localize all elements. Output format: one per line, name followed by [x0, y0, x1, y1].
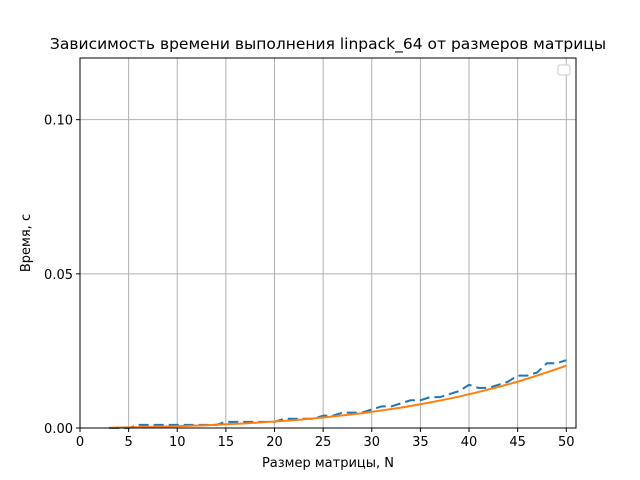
- x-tick-label: 45: [509, 435, 526, 450]
- y-tick-label: 0.00: [44, 422, 73, 437]
- x-tick-label: 35: [412, 435, 429, 450]
- x-tick-label: 10: [169, 435, 186, 450]
- x-tick-label: 15: [218, 435, 235, 450]
- x-tick-label: 5: [124, 435, 132, 450]
- x-tick-label: 25: [315, 435, 332, 450]
- y-axis-label: Время, с: [19, 214, 34, 272]
- grid-layer: [79, 58, 576, 429]
- tick-layer: 0 5 10 15 20 25 30 35 40 45 50 0.00 0.05 0.10: [44, 114, 575, 450]
- legend-box: [557, 64, 571, 76]
- plot-area-frame: [79, 57, 577, 429]
- y-tick-label: 0.05: [44, 268, 73, 283]
- x-tick-label: 20: [266, 435, 283, 450]
- fit-series-line: [109, 364, 567, 429]
- x-tick-label: 40: [461, 435, 478, 450]
- series-layer: [109, 359, 567, 429]
- chart-title: Зависимость времени выполнения linpack_6…: [50, 35, 606, 54]
- x-tick-label: 0: [76, 435, 84, 450]
- x-tick-label: 50: [558, 435, 575, 450]
- x-tick-label: 30: [363, 435, 380, 450]
- y-tick-label: 0.10: [44, 114, 73, 129]
- x-axis-label: Размер матрицы, N: [262, 456, 394, 471]
